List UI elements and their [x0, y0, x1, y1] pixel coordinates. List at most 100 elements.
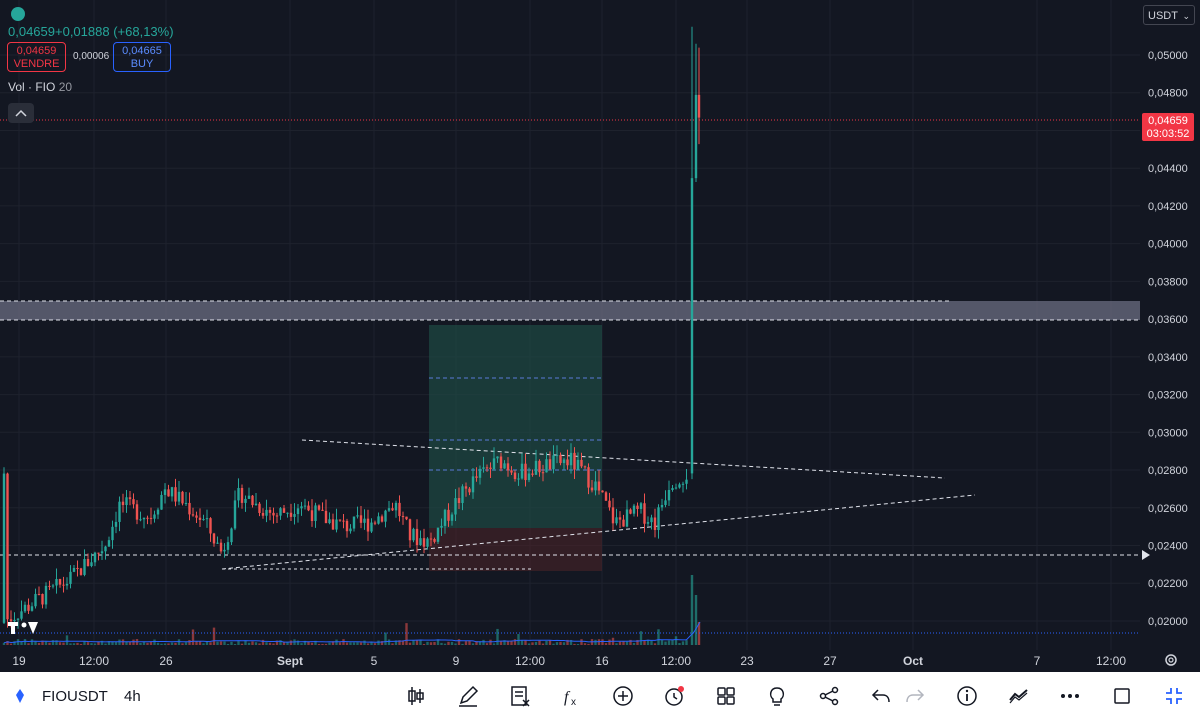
triangle-upper-line[interactable] — [301, 439, 946, 479]
volume-bar — [482, 639, 485, 645]
candle-body — [62, 584, 65, 586]
candle-body — [643, 503, 646, 524]
candle-body — [352, 516, 356, 529]
candle-body — [566, 459, 569, 466]
volume-bar — [429, 642, 433, 645]
triangle-lower-line[interactable] — [221, 494, 976, 570]
candle-body — [562, 459, 566, 464]
candle-body — [405, 516, 408, 520]
candle-body — [121, 501, 125, 506]
candle-body — [300, 506, 303, 509]
volume-bars — [2, 575, 701, 645]
volume-bar — [646, 639, 650, 645]
position-profit-zone[interactable] — [429, 325, 602, 528]
sell-button[interactable]: 0,04659 VENDRE — [7, 42, 66, 72]
volume-bar — [69, 643, 72, 645]
collapse-icon[interactable] — [1162, 684, 1186, 708]
candle-body — [177, 491, 181, 502]
candle-body — [394, 502, 398, 511]
price-label-value: 0,04659 — [1148, 115, 1188, 127]
volume-bar — [247, 642, 251, 645]
idea-icon[interactable] — [765, 684, 789, 708]
candle-body — [415, 528, 419, 546]
symbol-name[interactable]: FIOUSDT — [42, 688, 108, 705]
info-icon[interactable] — [955, 684, 979, 708]
spread-value: 0,00006 — [73, 51, 110, 62]
candle-body — [419, 538, 422, 546]
volume-bar — [321, 643, 324, 645]
candle-body — [51, 585, 55, 587]
alert-icon[interactable] — [662, 684, 686, 708]
candle-body — [135, 504, 139, 520]
tradingview-logo-icon — [8, 622, 38, 634]
candle-body — [650, 517, 653, 523]
volume-bar — [191, 629, 195, 645]
y-tick-label: 0,02400 — [1148, 540, 1188, 552]
layout-icon[interactable] — [714, 684, 738, 708]
candle-body — [478, 468, 482, 478]
candle-body — [247, 495, 251, 499]
candle-body — [184, 502, 188, 504]
candle-body — [216, 542, 219, 544]
square-icon[interactable] — [1110, 684, 1134, 708]
volume-bar — [503, 640, 506, 645]
candles-icon[interactable] — [404, 684, 428, 708]
candle-body — [492, 458, 496, 470]
buy-button[interactable]: 0,04665 BUY — [113, 42, 171, 72]
volume-bar — [202, 643, 205, 645]
volume-bar — [51, 640, 55, 645]
candle-body — [142, 517, 146, 520]
volume-bar — [468, 640, 471, 645]
interval-label[interactable]: 4h — [124, 688, 141, 705]
y-tick-label: 0,02800 — [1148, 465, 1188, 477]
candle-body — [694, 94, 698, 179]
volume-bar — [76, 642, 79, 645]
volume-bar — [237, 641, 240, 645]
position-loss-zone[interactable] — [429, 528, 602, 571]
volume-indicator-label[interactable]: Vol · FIO 20 — [8, 80, 72, 94]
candle-body — [128, 497, 132, 500]
volume-bar — [317, 643, 321, 645]
chart-area[interactable]: 0,050000,048000,046000,044000,042000,040… — [0, 0, 1200, 672]
redo-icon[interactable] — [903, 684, 927, 708]
volume-bar — [674, 636, 678, 645]
volume-bar — [650, 640, 653, 645]
volume-bar — [174, 642, 177, 645]
volume-bar — [398, 640, 401, 645]
candle-body — [387, 508, 391, 511]
candle-body — [132, 499, 135, 505]
currency-select[interactable]: USDT ⌄ — [1143, 5, 1195, 25]
volume-bar — [296, 640, 300, 645]
volume-bar — [359, 642, 363, 645]
collapse-legend-button[interactable] — [8, 103, 34, 123]
volume-bar — [576, 643, 580, 645]
share-icon[interactable] — [817, 684, 841, 708]
add-icon[interactable] — [611, 684, 635, 708]
draw-icon[interactable] — [456, 684, 480, 708]
volume-bar — [279, 640, 282, 645]
time-axis[interactable]: 19 12:00 26 Sept 5 9 12:00 16 12:00 23 27 Oct 7 12:00 — [12, 654, 1126, 668]
candle-body — [517, 478, 520, 480]
candle-body — [223, 549, 226, 552]
volume-bar — [163, 643, 167, 645]
candle-body — [412, 528, 415, 541]
more-icon[interactable] — [1058, 684, 1082, 708]
undo-icon[interactable] — [869, 684, 893, 708]
gear-icon[interactable] — [1165, 654, 1177, 666]
compare-icon[interactable] — [1007, 684, 1031, 708]
x-tick-label: 12:00 — [515, 654, 545, 668]
x-tick-label: 23 — [740, 654, 754, 668]
candle-body — [618, 517, 622, 520]
support-zone[interactable] — [0, 301, 1140, 320]
candle-body — [272, 512, 275, 516]
candle-body — [149, 517, 153, 519]
candles[interactable] — [2, 26, 701, 629]
indicators-list-icon[interactable] — [508, 684, 532, 708]
volume-bar — [30, 639, 34, 645]
volume-bar — [13, 641, 16, 645]
candle-body — [457, 498, 461, 503]
candle-body — [356, 515, 359, 517]
volume-bar — [167, 643, 170, 645]
volume-bar — [384, 632, 387, 645]
